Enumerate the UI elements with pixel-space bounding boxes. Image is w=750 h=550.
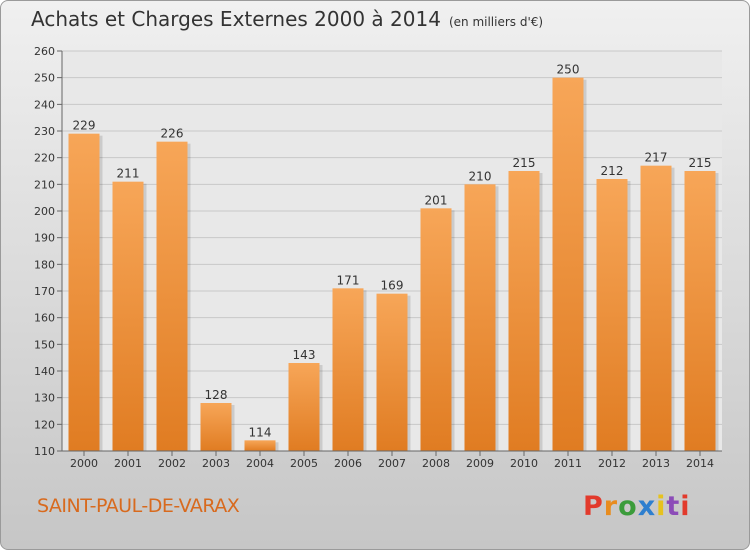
bar-value-label: 226 [161,127,184,141]
bar-value-label: 215 [513,156,536,170]
x-tick-label: 2000 [70,457,98,470]
bar [332,288,364,451]
x-tick-label: 2007 [378,457,406,470]
bar [68,133,100,451]
y-tick-label: 120 [34,418,55,431]
bar-value-label: 229 [73,119,96,133]
y-tick-label: 240 [34,98,55,111]
bar [112,181,144,451]
x-axis: 2000 2001 2002 2003 2004 2005 2006 2007 2008 2009… [62,450,722,470]
bar [200,403,232,451]
bar-value-label: 169 [381,279,404,293]
x-tick-label: 2010 [510,457,538,470]
y-tick-label: 150 [34,338,55,351]
chart-unit: (en milliers d'€) [448,15,544,29]
bar [464,184,496,452]
bars-group [68,77,719,452]
bar [640,165,672,451]
bar [156,141,188,451]
bar [420,208,452,451]
bar [596,179,628,451]
bar [244,440,276,451]
bar-value-label: 171 [337,273,360,287]
bar-value-label: 212 [601,164,624,178]
y-tick-label: 230 [34,125,55,138]
y-tick-label: 200 [34,205,55,218]
proxiti-logo: Proxiti [583,491,691,522]
bar-value-label: 128 [205,388,228,402]
x-tick-label: 2013 [642,457,670,470]
bar-value-label: 201 [425,193,448,207]
bar-value-label: 143 [293,348,316,362]
bar [552,77,584,452]
x-tick-label: 2011 [554,457,582,470]
y-tick-label: 170 [34,285,55,298]
bar [508,171,540,451]
x-tick-label: 2004 [246,457,274,470]
y-axis: 110 120 130 140 150 160 170 180 190 200 210 220 230 2… [34,45,63,458]
bar [376,293,408,451]
bar-value-label: 210 [469,169,492,183]
x-tick-label: 2003 [202,457,230,470]
bar-value-label: 217 [645,151,668,165]
x-tick-label: 2002 [158,457,186,470]
bar [288,363,320,451]
x-tick-label: 2009 [466,457,494,470]
y-tick-label: 190 [34,232,55,245]
value-labels: 229 211 226 128 114 143 171 169 201 210 215 250 212 2… [73,63,712,440]
x-tick-label: 2006 [334,457,362,470]
y-tick-label: 160 [34,312,55,325]
bar [684,171,716,451]
bar-value-label: 211 [117,167,140,181]
x-tick-label: 2005 [290,457,318,470]
x-tick-label: 2014 [686,457,714,470]
y-tick-label: 180 [34,258,55,271]
bar-value-label: 114 [249,425,272,439]
x-tick-label: 2001 [114,457,142,470]
y-tick-label: 210 [34,178,55,191]
y-tick-label: 140 [34,365,55,378]
x-tick-label: 2008 [422,457,450,470]
x-tick-label: 2012 [598,457,626,470]
bar-value-label: 215 [689,156,712,170]
commune-name: SAINT-PAUL-DE-VARAX [37,495,240,517]
y-tick-label: 260 [34,45,55,58]
y-tick-label: 250 [34,72,55,85]
chart-title: Achats et Charges Externes 2000 à 2014 (e… [31,7,543,31]
y-tick-label: 110 [34,445,55,458]
chart-title-text: Achats et Charges Externes 2000 à 2014 [31,7,441,31]
y-tick-label: 220 [34,152,55,165]
bar-value-label: 250 [557,63,580,77]
y-tick-label: 130 [34,392,55,405]
